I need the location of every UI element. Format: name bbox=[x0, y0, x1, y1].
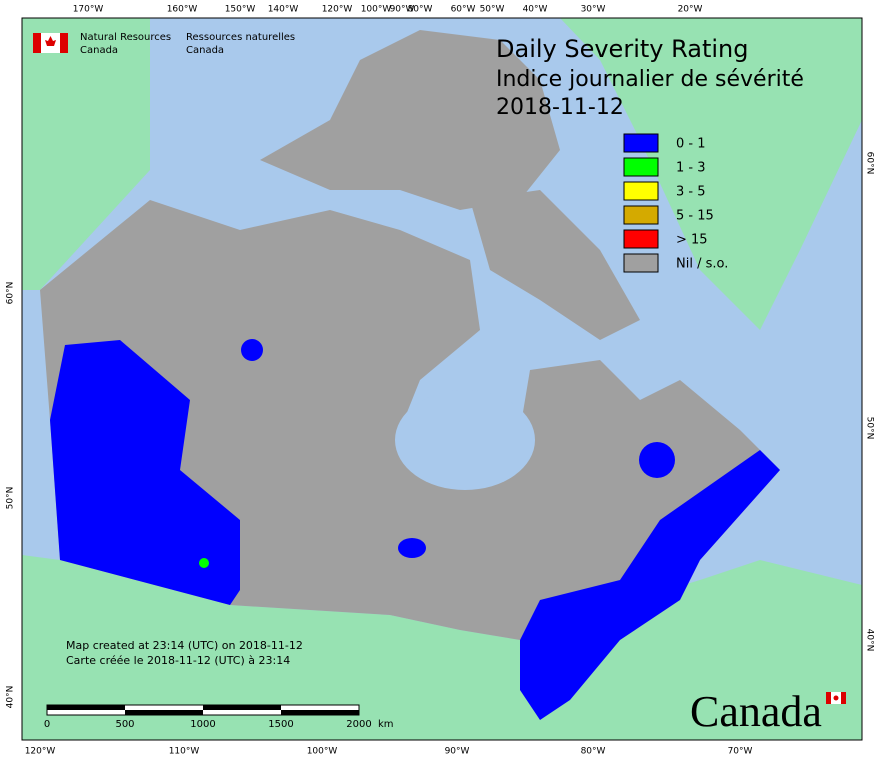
arctic-islands bbox=[260, 30, 560, 210]
longitude-label: 150°W bbox=[225, 5, 256, 15]
scale-segment bbox=[47, 705, 125, 710]
rating-west bbox=[50, 340, 240, 605]
longitude-label: 120°W bbox=[25, 747, 56, 757]
graticule-labels: 170°W 160°W 150°W 140°W 120°W 100°W90°W80°W 60… bbox=[6, 5, 875, 757]
legend-swatch bbox=[623, 253, 659, 273]
longitude-label: 140°W bbox=[268, 5, 299, 15]
longitude-label: 170°W bbox=[73, 5, 104, 15]
rating-patch bbox=[398, 538, 426, 558]
flag-bar bbox=[826, 692, 831, 704]
scale-label: 2000 bbox=[346, 719, 371, 730]
legend-label: Nil / s.o. bbox=[676, 257, 728, 272]
latitude-label: 50°N bbox=[6, 487, 16, 510]
longitude-label: 100°W bbox=[361, 5, 392, 15]
latitude-label: 50°N bbox=[865, 417, 875, 440]
org-fr: Ressources naturelles bbox=[186, 32, 295, 43]
latitude-label: 40°N bbox=[865, 629, 875, 652]
legend-label: 3 - 5 bbox=[676, 185, 706, 200]
flag-bar bbox=[60, 33, 68, 53]
wordmark-flag bbox=[826, 692, 846, 704]
longitude-label: 50°W bbox=[480, 5, 505, 15]
org-en: Natural Resources bbox=[80, 32, 171, 43]
title: Indice journalier de sévérité bbox=[496, 67, 804, 92]
greenland bbox=[560, 18, 862, 330]
org-en: Canada bbox=[80, 45, 118, 56]
maple-leaf bbox=[833, 695, 839, 701]
legend-swatch bbox=[623, 181, 659, 201]
legend-label: > 15 bbox=[676, 233, 708, 248]
map bbox=[21, 17, 863, 741]
longitude-label: 110°W bbox=[169, 747, 200, 757]
hudson-bay bbox=[395, 390, 535, 490]
map-frame bbox=[21, 17, 863, 741]
rating-east bbox=[520, 450, 780, 720]
longitude-label: 90°W bbox=[445, 747, 470, 757]
legend-label: 5 - 15 bbox=[676, 209, 714, 224]
scale-label: 1000 bbox=[190, 719, 215, 730]
legend-swatch bbox=[623, 157, 659, 177]
longitude-label: 70°W bbox=[728, 747, 753, 757]
title: 2018-11-12 bbox=[496, 95, 624, 120]
longitude-label: 40°W bbox=[523, 5, 548, 15]
longitude-label: 30°W bbox=[581, 5, 606, 15]
baffin-island bbox=[470, 190, 640, 340]
scale-segment bbox=[281, 710, 359, 715]
scale-label: 500 bbox=[115, 719, 134, 730]
longitude-label: 100°W bbox=[307, 747, 338, 757]
legend-swatch bbox=[623, 133, 659, 153]
legend: 0 - 1 1 - 3 3 - 5 5 - 15 > 15 Nil / s.o. bbox=[623, 133, 728, 273]
longitude-label: 80°W bbox=[408, 5, 433, 15]
longitude-label: 160°W bbox=[167, 5, 198, 15]
maple-leaf bbox=[45, 36, 56, 46]
legend-label: 0 - 1 bbox=[676, 137, 706, 152]
alaska bbox=[22, 18, 150, 290]
legend-swatch bbox=[623, 229, 659, 249]
logo: Natural Resources Canada Ressources natu… bbox=[33, 32, 295, 56]
longitude-label: 20°W bbox=[678, 5, 703, 15]
footer: Carte créée le 2018-11-12 (UTC) à 23:14 bbox=[66, 654, 290, 667]
latitude-label: 40°N bbox=[6, 686, 16, 709]
legend-swatch bbox=[623, 205, 659, 225]
longitude-label: 60°W bbox=[451, 5, 476, 15]
latitude-label: 60°N bbox=[865, 152, 875, 175]
title: Daily Severity Rating bbox=[496, 35, 748, 63]
longitude-label: 80°W bbox=[581, 747, 606, 757]
rating-patch bbox=[639, 442, 675, 478]
rating-patch bbox=[241, 339, 263, 361]
scale-label: 1500 bbox=[268, 719, 293, 730]
wordmark: Canada bbox=[690, 687, 822, 736]
scale-segment bbox=[203, 705, 281, 710]
scale-segment bbox=[125, 710, 203, 715]
scale-unit: km bbox=[378, 719, 394, 730]
scale-label: 0 bbox=[44, 719, 50, 730]
scale-bar: 0 500 1000 1500 2000 km bbox=[44, 704, 394, 730]
rating-patch bbox=[199, 558, 209, 568]
longitude-label: 90°W bbox=[390, 5, 415, 15]
legend-label: 1 - 3 bbox=[676, 161, 706, 176]
latitude-label: 60°N bbox=[6, 282, 16, 305]
flag-bar bbox=[33, 33, 41, 53]
flag-bar bbox=[841, 692, 846, 704]
org-fr: Canada bbox=[186, 45, 224, 56]
footer: Map created at 23:14 (UTC) on 2018-11-12 bbox=[66, 639, 303, 652]
longitude-label: 120°W bbox=[322, 5, 353, 15]
